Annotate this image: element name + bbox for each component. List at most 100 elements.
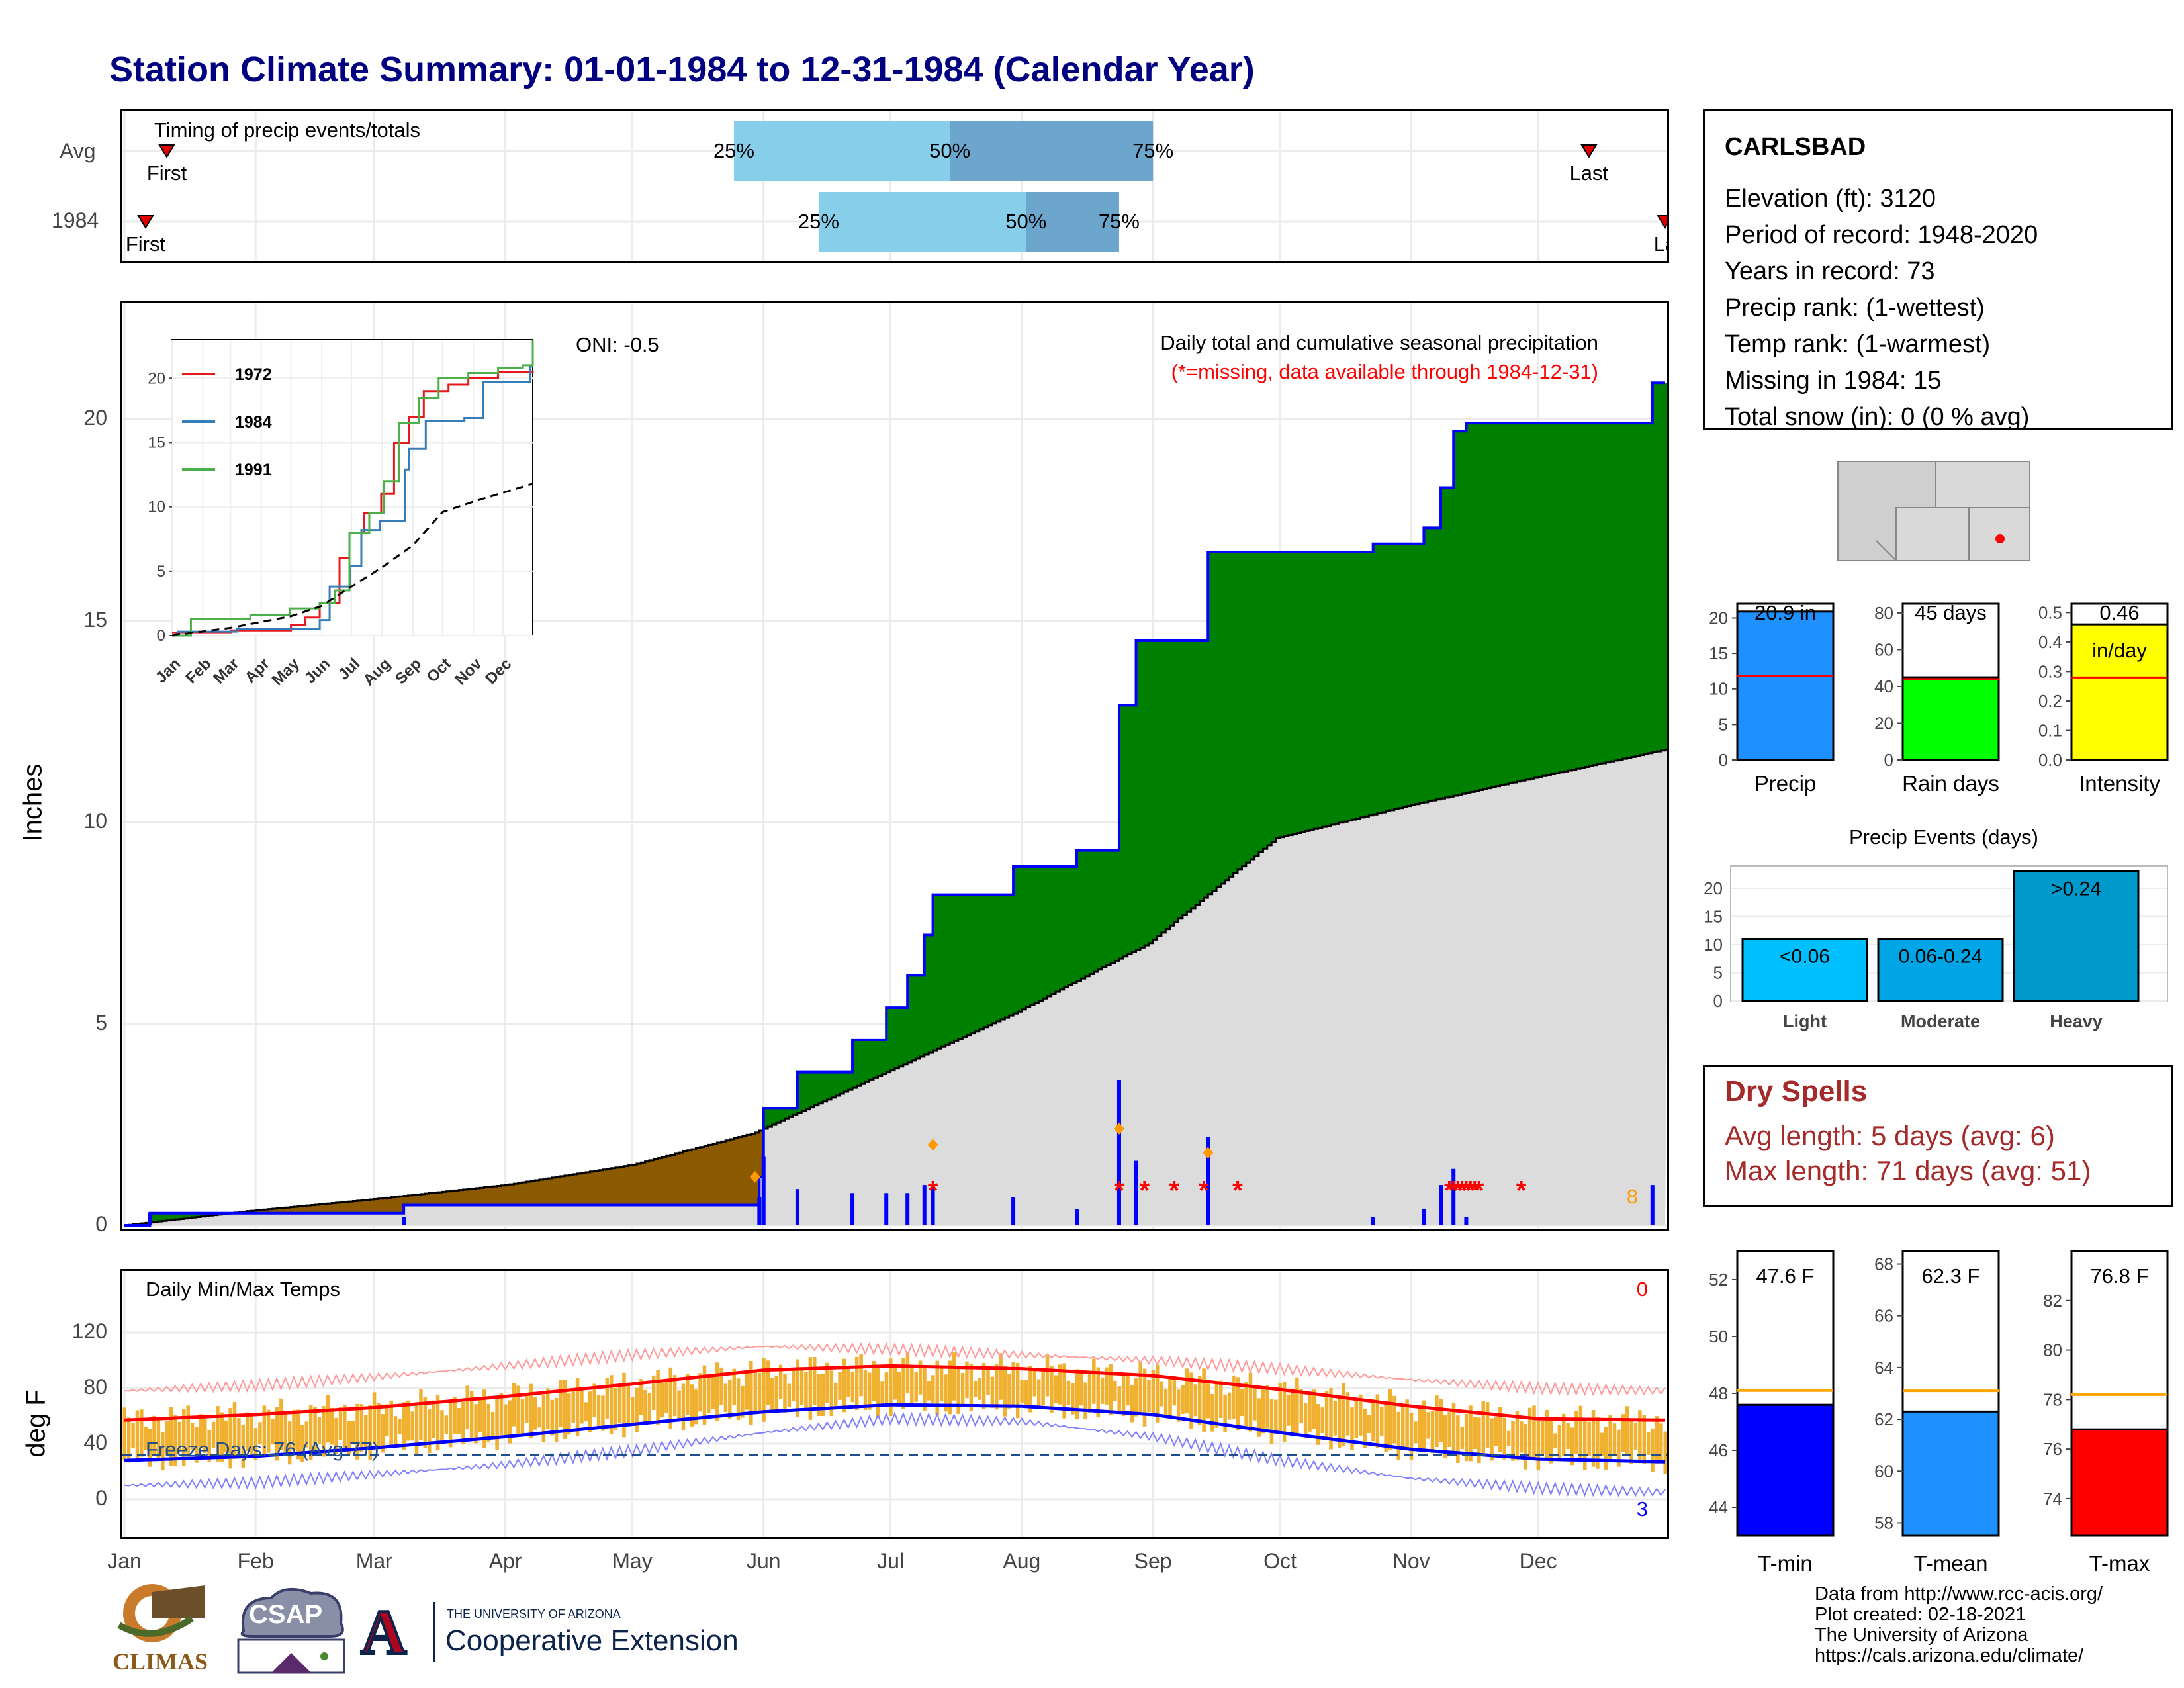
daily-temp-bar: [1524, 1424, 1527, 1470]
daily-temp-bar: [271, 1419, 275, 1445]
daily-temp-bar: [868, 1372, 872, 1410]
daily-temp-bar: [1312, 1389, 1316, 1429]
events-bar-label: 0.06-0.24: [1899, 946, 1983, 968]
csap-emblem: [237, 1587, 345, 1674]
timing-chart: Timing of precip events/totals 25% 50% 75% F…: [122, 111, 1667, 261]
inset-series-line: [172, 340, 534, 637]
daily-temp-bar: [478, 1396, 482, 1432]
daily-temp-bar: [432, 1400, 435, 1438]
daily-temp-bar: [499, 1393, 504, 1435]
daily-temp-bar: [762, 1358, 766, 1422]
daily-temp-bar: [741, 1385, 745, 1418]
daily-temp-bar: [283, 1413, 288, 1452]
daily-temp-bar: [1338, 1396, 1342, 1448]
daily-temp-bar: [626, 1382, 631, 1425]
daily-temp-bar: [377, 1403, 381, 1448]
daily-temp-bar: [220, 1412, 224, 1462]
precip-events-chart: <0.06 Light 0.06-0.24 Moderate >0.24 Heavy 0 5 1…: [1704, 865, 2168, 1031]
daily-precip-bar: [1134, 1160, 1138, 1225]
daily-temp-bar: [131, 1423, 135, 1448]
daily-temp-bar: [927, 1381, 931, 1401]
daily-temp-bar: [1469, 1405, 1473, 1462]
daily-temp-bar: [156, 1420, 161, 1460]
daily-temp-bar: [385, 1404, 389, 1436]
daily-temp-bar: [245, 1412, 250, 1452]
daily-temp-bar: [978, 1378, 981, 1400]
daily-temp-bar: [728, 1379, 732, 1419]
daily-temp-bar: [1062, 1363, 1066, 1419]
daily-temp-bar: [1274, 1399, 1278, 1432]
temp-ytick: 120: [71, 1319, 107, 1343]
inset-month-label: Jun: [301, 655, 334, 687]
daily-temp-bar: [981, 1363, 986, 1409]
daily-temp-bar: [546, 1388, 550, 1429]
climas-wordmark: CLIMAS: [113, 1648, 208, 1675]
month-label: Dec: [1519, 1549, 1557, 1573]
daily-temp-bar: [796, 1359, 799, 1417]
daily-temp-bar: [126, 1417, 131, 1463]
station-precip-rank: Precip rank: (1-wettest): [1725, 294, 1985, 322]
daily-temp-bar: [1177, 1389, 1181, 1422]
daily-temp-bar: [702, 1365, 707, 1425]
month-label: Jun: [746, 1549, 781, 1573]
record-high-line: [124, 1342, 1666, 1397]
daily-temp-bar: [241, 1424, 246, 1468]
daily-temp-bar: [330, 1407, 334, 1445]
station-info-box: CARLSBAD Elevation (ft): 3120 Period of …: [1703, 109, 2173, 431]
daily-temp-bar: [1007, 1373, 1011, 1409]
daily-temp-bar: [563, 1380, 567, 1439]
timing-last-marker: [1657, 215, 1667, 229]
daily-temp-bar: [1532, 1405, 1536, 1459]
daily-temp-bar: [1257, 1398, 1261, 1437]
daily-temp-bar: [698, 1373, 702, 1412]
timing-q25-label: 25%: [713, 139, 754, 162]
station-temp-rank: Temp rank: (1-warmest): [1725, 330, 1991, 358]
daily-temp-bar: [1371, 1399, 1375, 1442]
daily-temp-bar: [122, 1407, 126, 1460]
timing-last-label: Last: [1570, 162, 1609, 185]
intensity-ytick: 0.5: [2038, 602, 2062, 622]
daily-temp-bar: [1604, 1427, 1608, 1470]
daily-temp-bar: [812, 1357, 817, 1405]
daily-temp-bar: [1566, 1423, 1570, 1450]
daily-temp-bar: [253, 1428, 258, 1460]
daily-temp-bar: [770, 1377, 774, 1412]
daily-temp-bar: [275, 1407, 279, 1461]
cold-days-count: 3: [1637, 1497, 1648, 1521]
daily-temp-bar: [1350, 1407, 1354, 1450]
timing-first-marker: [137, 215, 154, 229]
daily-temp-bar: [1633, 1422, 1638, 1450]
tmax-ytick: 82: [2043, 1291, 2062, 1311]
daily-temp-bar: [1130, 1385, 1134, 1423]
daily-temp-bar: [1032, 1368, 1037, 1397]
daily-temp-bar: [660, 1382, 664, 1418]
station-name: CARLSBAD: [1725, 133, 1866, 161]
daily-temp-bar: [1375, 1394, 1380, 1448]
tmean-value-label: 62.3 F: [1922, 1264, 1980, 1288]
daily-temp-bar: [541, 1395, 546, 1442]
intensity-unit-label: in/day: [2092, 639, 2147, 662]
daily-temp-bar: [393, 1416, 398, 1444]
precip-chart: * * * * * * ******** *Daily total and cumulativ…: [122, 303, 1667, 1229]
daily-temp-bar: [1096, 1367, 1100, 1418]
daily-temp-bar: [440, 1410, 444, 1444]
daily-temp-bar: [216, 1406, 220, 1462]
daily-temp-bar: [520, 1399, 525, 1435]
daily-temp-bar: [960, 1372, 965, 1406]
daily-temp-bar: [211, 1421, 216, 1448]
tmax-ytick: 78: [2043, 1389, 2062, 1409]
events-ytick: 20: [1704, 878, 1723, 898]
daily-temp-bar: [1079, 1371, 1083, 1406]
intensity-ytick: 0.4: [2038, 632, 2062, 652]
inset-average-line: [171, 483, 533, 637]
daily-temp-bar: [1400, 1407, 1405, 1449]
timing-first-marker: [158, 144, 175, 158]
daily-temp-bar: [482, 1389, 486, 1448]
month-label: Jan: [107, 1549, 142, 1573]
daily-temp-bar: [893, 1366, 897, 1400]
precip-ytick: 5: [1719, 714, 1728, 734]
daily-temp-bar: [250, 1413, 253, 1456]
daily-temp-bar: [1105, 1367, 1109, 1405]
daily-temp-bar: [838, 1372, 842, 1400]
daily-temp-bar: [148, 1429, 152, 1467]
